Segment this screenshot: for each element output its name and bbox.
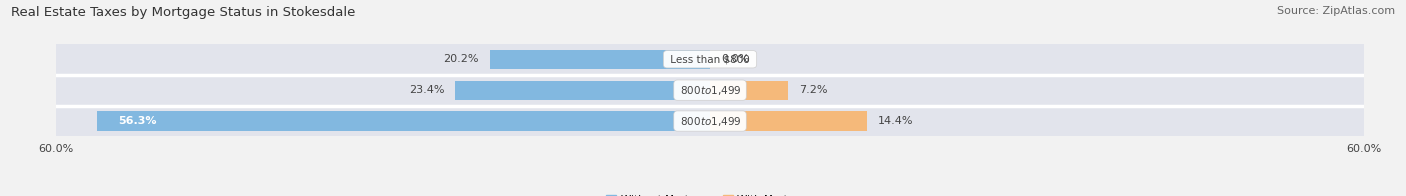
Legend: Without Mortgage, With Mortgage: Without Mortgage, With Mortgage (602, 191, 818, 196)
Text: 20.2%: 20.2% (443, 54, 479, 64)
Text: $800 to $1,499: $800 to $1,499 (678, 84, 742, 97)
Text: 7.2%: 7.2% (800, 85, 828, 95)
Bar (456, 81, 710, 100)
Text: Real Estate Taxes by Mortgage Status in Stokesdale: Real Estate Taxes by Mortgage Status in … (11, 6, 356, 19)
Bar (710, 81, 789, 100)
Text: 56.3%: 56.3% (118, 116, 157, 126)
Text: $800 to $1,499: $800 to $1,499 (678, 114, 742, 128)
Bar (56, 44, 1364, 75)
Text: 0.0%: 0.0% (721, 54, 749, 64)
Text: Less than $800: Less than $800 (666, 54, 754, 64)
Bar (56, 106, 1364, 136)
Text: 14.4%: 14.4% (877, 116, 914, 126)
Bar (489, 50, 710, 69)
Bar (97, 112, 710, 131)
Bar (710, 112, 868, 131)
Text: 23.4%: 23.4% (409, 85, 444, 95)
Text: Source: ZipAtlas.com: Source: ZipAtlas.com (1277, 6, 1395, 16)
Bar (56, 75, 1364, 106)
